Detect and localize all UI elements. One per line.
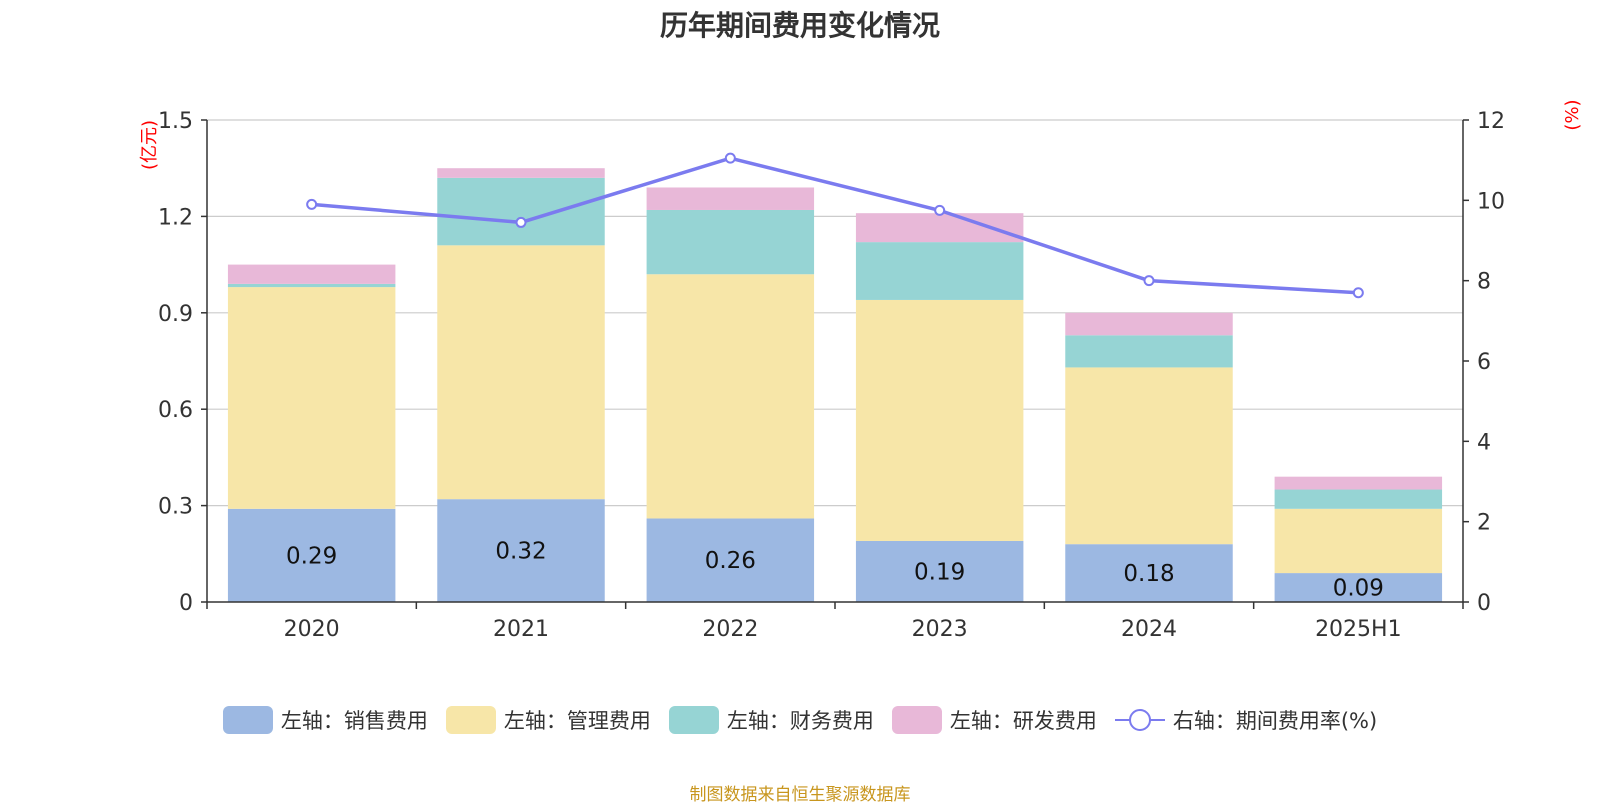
right-axis-tick-label: 0 xyxy=(1477,591,1491,616)
legend-label: 左轴：管理费用 xyxy=(503,709,651,733)
bar xyxy=(1065,335,1233,368)
line-point xyxy=(1143,275,1155,287)
legend-label: 左轴：财务费用 xyxy=(726,709,874,733)
x-axis-tick-label: 2024 xyxy=(1121,617,1177,642)
legend-item[interactable]: 左轴：销售费用 xyxy=(222,705,428,735)
line-point xyxy=(306,198,318,210)
bar xyxy=(227,264,396,284)
bar xyxy=(1065,367,1233,545)
left-axis-tick-label: 0.3 xyxy=(158,495,193,520)
legend-swatch xyxy=(891,706,942,734)
bar xyxy=(437,168,605,178)
legend: 左轴：销售费用 左轴：管理费用 左轴：财务费用 左轴：研发费用 右轴：期间费用率(%) xyxy=(0,705,1600,735)
bar xyxy=(227,283,396,288)
line-point xyxy=(934,204,946,216)
legend-item[interactable]: 右轴：期间费用率(%) xyxy=(1114,705,1378,735)
bar xyxy=(227,508,396,602)
bar xyxy=(1274,476,1443,490)
chart-title: 历年期间费用变化情况 xyxy=(659,9,940,42)
source-note: 制图数据来自恒生聚源数据库 xyxy=(689,785,911,805)
bar-value-label: 0.18 xyxy=(1123,561,1174,587)
bar xyxy=(1274,508,1443,574)
bar-value-label: 0.32 xyxy=(495,539,546,565)
legend-label: 左轴：销售费用 xyxy=(280,709,428,733)
right-axis-tick-label: 8 xyxy=(1477,270,1491,295)
legend-label: 左轴：研发费用 xyxy=(949,709,1097,733)
bar-value-label: 0.09 xyxy=(1333,576,1384,602)
legend-swatch xyxy=(668,706,719,734)
rate-line xyxy=(311,156,1359,295)
legend-label: 右轴：期间费用率(%) xyxy=(1172,709,1378,733)
bar xyxy=(855,299,1024,541)
bar xyxy=(1065,312,1233,336)
bar xyxy=(1274,489,1443,509)
bar xyxy=(646,518,815,602)
left-axis-tick-label: 1.2 xyxy=(158,205,193,230)
legend-swatch xyxy=(445,706,496,734)
bar-value-label: 0.26 xyxy=(705,548,756,574)
left-axis-unit: (亿元) xyxy=(139,120,160,170)
axes: 0 0.3 0.6 0.9 1.2 1.5 0 2 4 6 8 10 12 2020 2021 2022 202… xyxy=(158,109,1505,642)
line-point xyxy=(724,152,736,164)
line-point xyxy=(1352,287,1364,299)
right-axis-unit: (%) xyxy=(1562,99,1583,130)
x-axis-tick-label: 2025H1 xyxy=(1315,617,1402,642)
bar xyxy=(227,287,396,509)
bar xyxy=(437,499,605,602)
bar xyxy=(646,187,815,210)
data-labels: 0.29 0.32 0.26 0.19 0.18 0.09 xyxy=(286,539,1384,602)
left-axis-tick-label: 0 xyxy=(179,591,193,616)
bar xyxy=(855,540,1024,602)
right-axis-tick-label: 2 xyxy=(1477,511,1491,536)
grid-lines xyxy=(207,119,1463,507)
legend-item[interactable]: 左轴：财务费用 xyxy=(668,705,874,735)
legend-line-marker xyxy=(1114,706,1165,734)
line-point xyxy=(515,216,527,228)
bar xyxy=(855,242,1024,300)
left-axis-tick-label: 0.6 xyxy=(158,398,193,423)
bar-series xyxy=(227,168,1443,602)
x-axis-tick-label: 2021 xyxy=(493,617,549,642)
bar-value-label: 0.19 xyxy=(914,559,965,585)
line-series xyxy=(306,152,1364,299)
right-axis-tick-label: 10 xyxy=(1477,189,1505,214)
left-axis-tick-label: 1.5 xyxy=(158,109,193,134)
bar xyxy=(437,245,605,500)
bar-value-label: 0.29 xyxy=(286,543,337,569)
x-axis-tick-label: 2023 xyxy=(912,617,968,642)
legend-item[interactable]: 左轴：管理费用 xyxy=(445,705,651,735)
bar xyxy=(1274,573,1443,602)
right-axis-tick-label: 12 xyxy=(1477,109,1505,134)
right-axis-tick-label: 6 xyxy=(1477,350,1491,375)
right-axis-tick-label: 4 xyxy=(1477,430,1491,455)
legend-item[interactable]: 左轴：研发费用 xyxy=(891,705,1097,735)
legend-swatch xyxy=(222,706,273,734)
x-axis-tick-label: 2022 xyxy=(702,617,758,642)
left-axis-tick-label: 0.9 xyxy=(158,302,193,327)
bar xyxy=(855,213,1024,243)
bar xyxy=(437,177,605,246)
bar xyxy=(646,209,815,275)
x-axis-tick-label: 2020 xyxy=(284,617,340,642)
bar xyxy=(1065,544,1233,602)
bar xyxy=(646,274,815,519)
chart-plot: 0 0.3 0.6 0.9 1.2 1.5 0 2 4 6 8 10 12 2020 2021 2022 202… xyxy=(139,99,1583,642)
